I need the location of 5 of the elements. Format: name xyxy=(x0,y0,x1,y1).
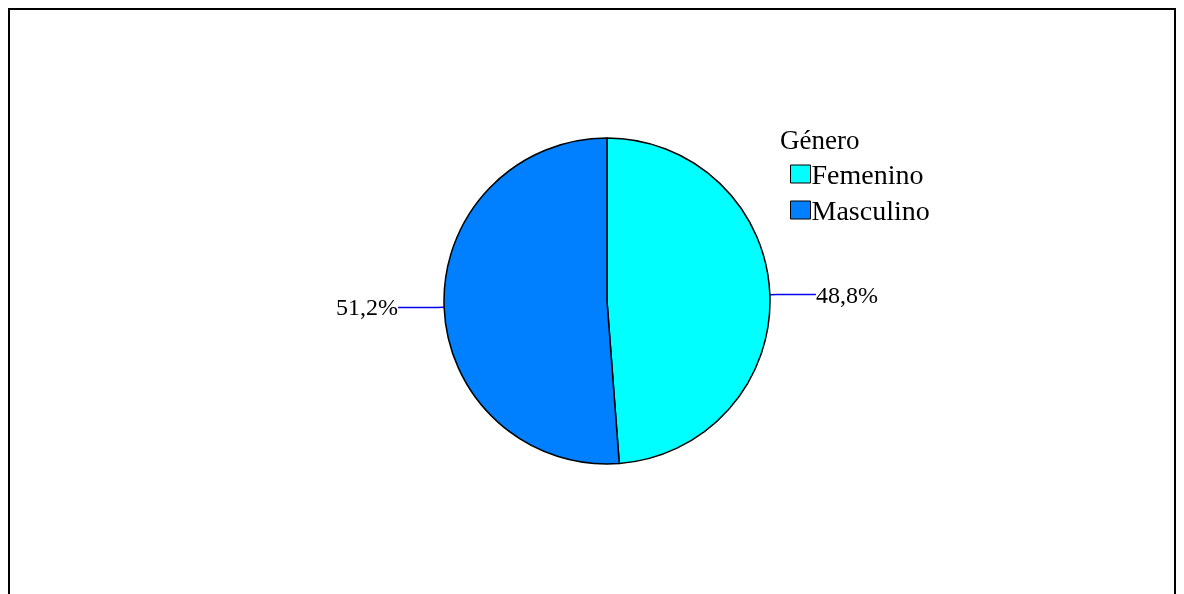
legend-label: Femenino xyxy=(811,158,924,190)
data-label: 51,2% xyxy=(336,294,399,321)
data-label: 48,8% xyxy=(815,281,878,308)
legend-title: Género xyxy=(780,124,860,155)
legend-label: Masculino xyxy=(811,194,930,226)
